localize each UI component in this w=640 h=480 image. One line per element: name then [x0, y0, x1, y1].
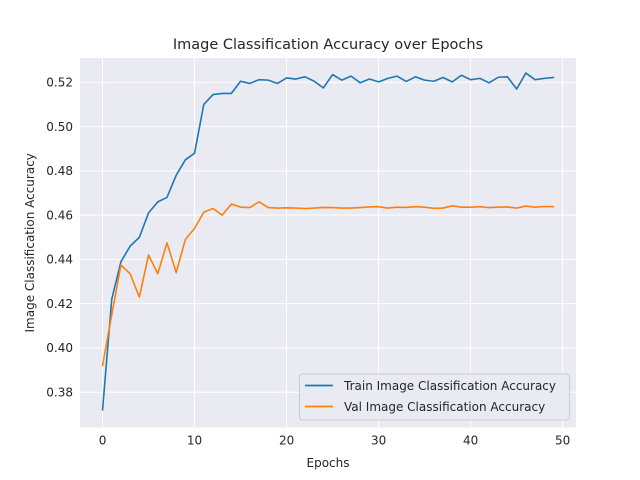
- x-tick-label: 0: [99, 434, 107, 448]
- y-tick-label: 0.48: [46, 164, 73, 178]
- chart-title: Image Classification Accuracy over Epoch…: [173, 37, 483, 53]
- x-tick-label: 50: [555, 434, 570, 448]
- legend: Train Image Classification Accuracy Val …: [299, 373, 570, 421]
- x-tick-label: 10: [187, 434, 202, 448]
- x-tick-label: 40: [463, 434, 478, 448]
- x-tick-labels: 0 10 20 30 40 50: [99, 434, 571, 448]
- y-tick-label: 0.46: [46, 208, 73, 222]
- legend-label-val: Val Image Classification Accuracy: [344, 400, 545, 414]
- legend-box: [299, 373, 570, 421]
- y-tick-label: 0.42: [46, 297, 73, 311]
- plot-area: [80, 58, 576, 428]
- y-tick-label: 0.40: [46, 341, 73, 355]
- y-tick-labels: 0.38 0.40 0.42 0.44 0.46 0.48 0.50 0.52: [46, 76, 73, 400]
- val-accuracy-line: [101, 201, 555, 367]
- y-tick-label: 0.50: [46, 120, 73, 134]
- x-tick-label: 30: [371, 434, 386, 448]
- series-layer: [101, 72, 555, 411]
- legend-label-train: Train Image Classification Accuracy: [343, 379, 556, 393]
- x-axis-label: Epochs: [307, 456, 350, 470]
- train-accuracy-line: [101, 72, 555, 411]
- y-tick-label: 0.38: [46, 385, 73, 399]
- y-tick-label: 0.52: [46, 76, 73, 90]
- y-axis-label: Image Classification Accuracy: [23, 153, 37, 332]
- x-tick-label: 20: [279, 434, 294, 448]
- y-tick-label: 0.44: [46, 253, 73, 267]
